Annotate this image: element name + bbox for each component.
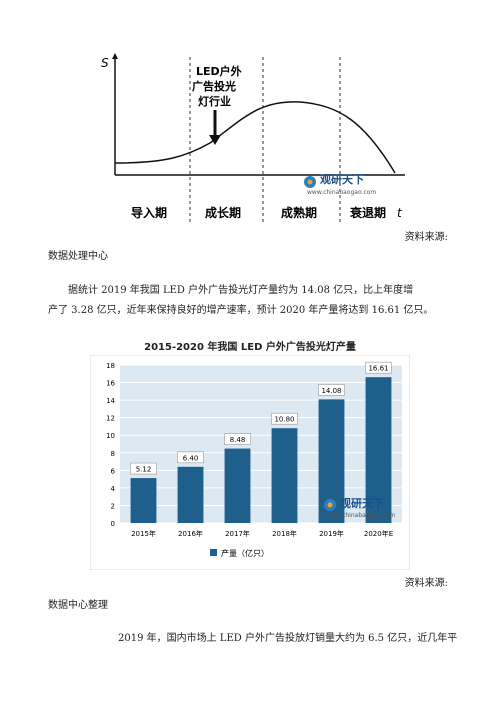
y-axis-arrow-icon <box>112 53 118 59</box>
data-label: 10.80 <box>274 416 294 424</box>
phase-label-decline: 衰退期 <box>349 205 386 220</box>
data-label: 14.08 <box>321 387 341 395</box>
watermark-name: 观研天下 <box>320 173 364 186</box>
annotation-line-2: 广告投光 <box>192 79 236 93</box>
data-label-box <box>271 412 298 425</box>
y-tick-label: 6 <box>111 467 116 475</box>
x-category-labels: 2015年 2016年 2017年 2018年 2019年 2020年E <box>131 529 393 538</box>
plot-area <box>120 365 402 523</box>
y-tick-label: 0 <box>111 520 115 528</box>
bar <box>177 466 204 523</box>
watermark-name: 观研天下 <box>340 497 384 510</box>
legend-label: 产量（亿只） <box>221 548 269 558</box>
legend-swatch <box>210 549 217 556</box>
annotation-line-1: LED户外 <box>196 64 242 78</box>
gridlines <box>120 364 402 524</box>
bar <box>271 428 298 523</box>
phase-label-mature: 成熟期 <box>281 205 317 220</box>
x-category-label: 2019年 <box>319 529 344 538</box>
y-tick-label: 8 <box>111 450 115 458</box>
t-axis-label: t <box>397 206 403 220</box>
lifecycle-curve <box>114 101 396 174</box>
paragraph1-line1: 据统计 2019 年我国 LED 户外广告投光灯产量约为 14.08 亿只，比上… <box>68 285 414 296</box>
annotation-line-3: 灯行业 <box>198 94 231 108</box>
watermark-url: www.chinabaogao.com <box>307 189 376 196</box>
source2-label: 资料来源: <box>404 578 448 589</box>
data-label: 6.40 <box>183 454 199 462</box>
x-category-label: 2015年 <box>131 529 156 538</box>
x-category-label: 2020年E <box>364 529 393 538</box>
bar <box>224 448 251 523</box>
phase-label-intro: 导入期 <box>131 205 167 220</box>
y-tick-label: 10 <box>106 432 115 440</box>
y-tick-label: 12 <box>106 415 115 423</box>
data-label: 5.12 <box>136 466 152 474</box>
bar <box>365 377 392 523</box>
y-tick-label: 14 <box>106 397 115 405</box>
data-label-box <box>318 384 345 396</box>
s-axis-label: S <box>101 56 109 70</box>
y-tick-label: 16 <box>106 380 115 388</box>
paragraph2: 2019 年，国内市场上 LED 户外广告投放灯销量大约为 6.5 亿只，近几年… <box>118 633 458 644</box>
data-label-box <box>177 451 204 464</box>
phase-label-growth: 成长期 <box>205 205 241 220</box>
x-category-label: 2018年 <box>272 529 297 538</box>
y-tick-labels: 0 2 4 6 8 10 12 14 16 18 <box>106 362 115 528</box>
data-label-box <box>224 433 251 445</box>
paragraph1-line2: 产了 3.28 亿只，近年来保持良好的增产速率，预计 2020 年产量将达到 1… <box>48 305 434 316</box>
bar <box>130 478 157 523</box>
data-label: 16.61 <box>368 365 388 373</box>
y-tick-label: 2 <box>111 502 115 510</box>
data-label-box <box>365 361 392 374</box>
source1-text: 数据处理中心 <box>48 251 108 262</box>
data-label: 8.48 <box>230 436 246 444</box>
data-label-box <box>130 462 157 475</box>
x-category-label: 2017年 <box>225 529 250 538</box>
bar-chart: 0 2 4 6 8 10 12 14 16 18 5.12 6.40 8.48 10.80 14.08 16… <box>89 354 411 571</box>
chart-title: 2015-2020 年我国 LED 户外广告投光灯产量 <box>144 342 356 353</box>
y-tick-label: 4 <box>111 485 116 493</box>
watermark-url: www.chinabaogao.com <box>326 512 395 519</box>
lifecycle-diagram: S t LED户外 广告投光 灯行业 观研天下 www.chinabaogao.… <box>95 45 415 235</box>
bars: 5.12 6.40 8.48 10.80 14.08 16.61 <box>130 361 392 523</box>
down-arrow-icon <box>209 135 221 145</box>
y-tick-label: 18 <box>106 362 115 370</box>
source1-label: 资料来源: <box>404 232 448 243</box>
x-category-label: 2016年 <box>178 529 203 538</box>
source2-text: 数据中心整理 <box>48 600 108 611</box>
